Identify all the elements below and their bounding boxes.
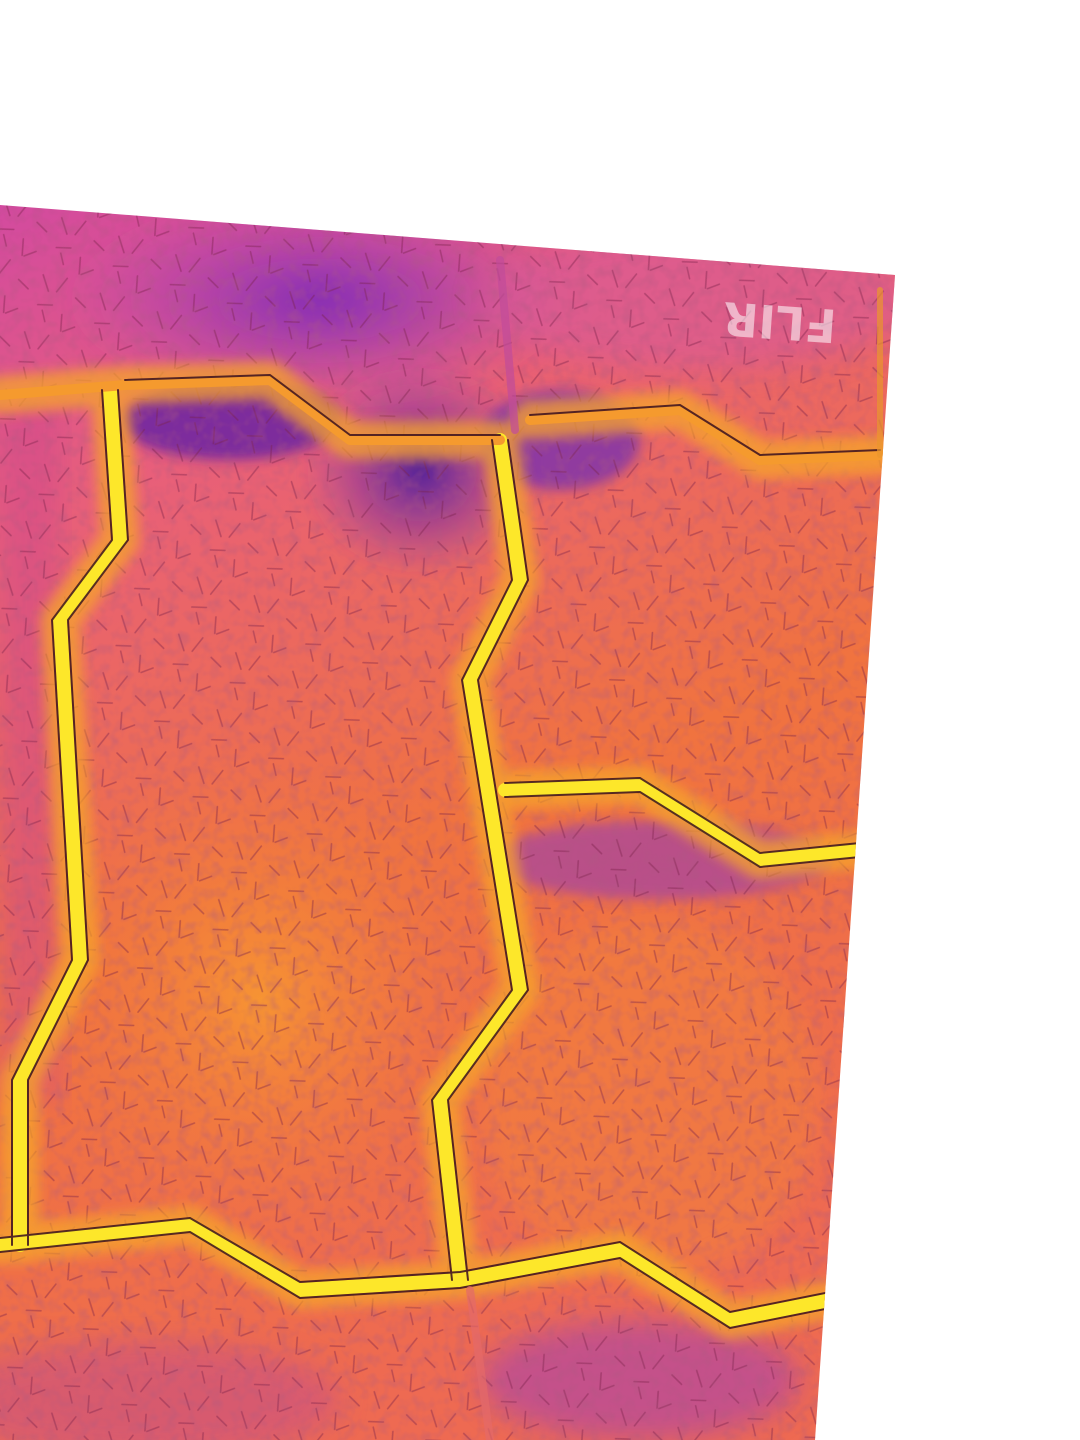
paver-joints <box>0 256 895 1440</box>
photo-content <box>0 205 895 1440</box>
watermark-logo-text: FLIR <box>721 291 838 353</box>
